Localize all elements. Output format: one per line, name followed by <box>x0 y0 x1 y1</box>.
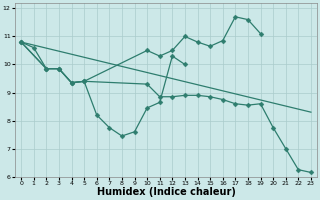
X-axis label: Humidex (Indice chaleur): Humidex (Indice chaleur) <box>97 187 236 197</box>
